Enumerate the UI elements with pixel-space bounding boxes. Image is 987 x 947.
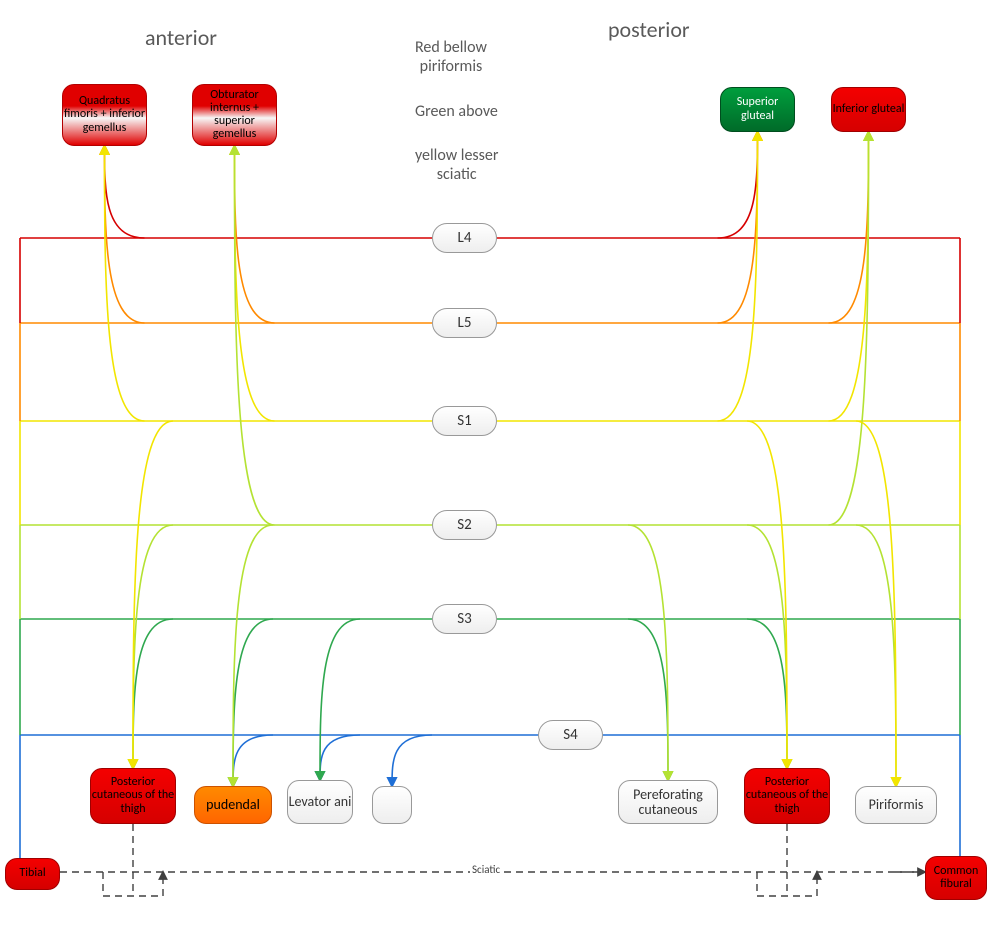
sciatic-label: Sciatic — [470, 863, 502, 876]
top-node-qf: Quadratus fimoris + inferior gemellus — [62, 84, 147, 146]
legend-3b: sciatic — [437, 165, 477, 184]
spinal-node-S3: S3 — [432, 604, 497, 634]
legend-2: Green above — [415, 102, 498, 121]
spinal-node-S4: S4 — [538, 720, 603, 750]
anterior-header: anterior — [145, 24, 217, 51]
posterior-header: posterior — [608, 16, 690, 43]
bottom-node-lev: Levator ani — [287, 780, 353, 824]
top-node-oi: Obturator internus + superior gemellus — [192, 84, 277, 146]
spinal-node-L5: L5 — [432, 308, 497, 338]
bottom-node-pct_a: Posterior cutaneous of the thigh — [90, 768, 176, 824]
top-node-sg: Superior gluteal — [720, 87, 795, 132]
legend-1b: piriformis — [420, 57, 483, 76]
bottom-node-cf: Common fibural — [925, 856, 987, 900]
legend-1a: Red bellow — [415, 38, 487, 57]
legend-3: yellow lesser sciatic — [415, 146, 498, 184]
bottom-node-pud: pudendal — [194, 786, 272, 824]
spinal-node-L4: L4 — [432, 223, 497, 253]
bottom-node-pct_p: Posterior cutaneous of the thigh — [744, 768, 830, 824]
bottom-node-blank — [372, 786, 412, 824]
legend-3a: yellow lesser — [415, 146, 498, 165]
bottom-node-pir: Piriformis — [855, 786, 937, 824]
legend-1: Red bellow piriformis — [415, 38, 487, 76]
top-node-ig: Inferior gluteal — [831, 87, 906, 132]
spinal-node-S1: S1 — [432, 406, 497, 436]
spinal-node-S2: S2 — [432, 510, 497, 540]
bottom-node-perf: Pereforating cutaneous — [618, 780, 718, 824]
bottom-node-tib: Tibial — [5, 858, 60, 890]
